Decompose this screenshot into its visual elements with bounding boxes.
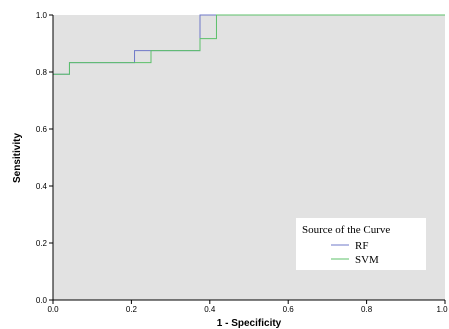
y-tick-label: 0.8	[36, 68, 48, 77]
x-tick-label: 0.2	[126, 305, 138, 314]
y-tick-label: 1.0	[36, 11, 48, 20]
x-tick-label: 0.0	[47, 305, 59, 314]
x-tick-label: 0.8	[361, 305, 373, 314]
x-tick-group: 0.0 0.2 0.4 0.6 0.8 1.0	[47, 300, 448, 314]
y-tick-label: 0.2	[36, 239, 48, 248]
series-line-svm	[52, 14, 445, 300]
x-axis-title: 1 - Specificity	[217, 318, 282, 329]
series-layer	[52, 14, 445, 300]
legend-box	[296, 218, 426, 270]
y-axis-title: Sensitivity	[12, 133, 23, 183]
legend: Source of the Curve RF SVM	[296, 218, 426, 270]
x-tick-label: 0.6	[283, 305, 295, 314]
y-tick-label: 0.4	[36, 182, 48, 191]
legend-label-svm: SVM	[355, 254, 379, 266]
legend-label-rf: RF	[355, 240, 368, 252]
y-tick-group: 0.0 0.2 0.4 0.6 0.8 1.0	[36, 11, 53, 305]
y-tick-label: 0.0	[36, 296, 48, 305]
x-tick-label: 1.0	[436, 305, 448, 314]
y-tick-label: 0.6	[36, 125, 48, 134]
x-tick-label: 0.4	[204, 305, 216, 314]
legend-title: Source of the Curve	[302, 224, 390, 236]
